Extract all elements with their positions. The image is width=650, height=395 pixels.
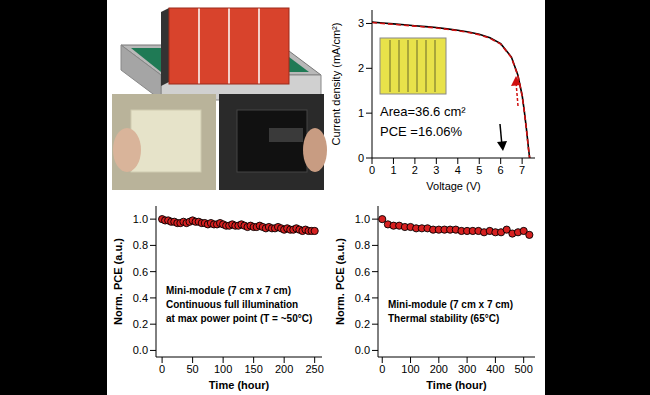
svg-text:0.2: 0.2 bbox=[355, 318, 370, 330]
svg-text:1: 1 bbox=[358, 107, 364, 119]
svg-text:200: 200 bbox=[275, 363, 293, 375]
svg-text:2: 2 bbox=[412, 164, 418, 176]
svg-text:0.6: 0.6 bbox=[355, 266, 370, 278]
svg-text:3: 3 bbox=[358, 17, 364, 29]
svg-text:300: 300 bbox=[458, 363, 476, 375]
svg-text:0.8: 0.8 bbox=[355, 239, 370, 251]
svg-text:Time (hour): Time (hour) bbox=[209, 379, 270, 391]
svg-text:100: 100 bbox=[401, 363, 419, 375]
svg-text:100: 100 bbox=[214, 363, 232, 375]
html-text:Mini-module (7 cm x 7 cm): Mini-module (7 cm x 7 cm) bbox=[166, 285, 291, 296]
svg-text:Voltage (V): Voltage (V) bbox=[426, 180, 480, 192]
svg-text:250: 250 bbox=[305, 363, 323, 375]
html-text:at max power point (T = ~50°C): at max power point (T = ~50°C) bbox=[166, 313, 313, 324]
svg-text:0.4: 0.4 bbox=[133, 292, 148, 304]
svg-text:1: 1 bbox=[390, 164, 396, 176]
svg-text:50: 50 bbox=[186, 363, 198, 375]
svg-text:3: 3 bbox=[433, 164, 439, 176]
html-text:Thermal stability (65°C): Thermal stability (65°C) bbox=[388, 313, 500, 324]
svg-text:6: 6 bbox=[498, 164, 504, 176]
svg-text:0: 0 bbox=[369, 164, 375, 176]
svg-text:5: 5 bbox=[476, 164, 482, 176]
svg-text:Time (hour): Time (hour) bbox=[426, 379, 487, 391]
svg-text:0.2: 0.2 bbox=[133, 318, 148, 330]
svg-text:Current density (mA/cm²): Current density (mA/cm²) bbox=[330, 23, 342, 146]
svg-text:200: 200 bbox=[430, 363, 448, 375]
svg-text:0: 0 bbox=[379, 363, 385, 375]
svg-text:Norm. PCE (a.u.): Norm. PCE (a.u.) bbox=[112, 238, 124, 325]
html-text:Continuous full illumination: Continuous full illumination bbox=[166, 299, 299, 310]
svg-text:1.0: 1.0 bbox=[355, 213, 370, 225]
svg-text:0: 0 bbox=[159, 363, 165, 375]
svg-text:500: 500 bbox=[515, 363, 533, 375]
html-text:Area=36.6 cm²: Area=36.6 cm² bbox=[380, 104, 466, 119]
svg-text:7: 7 bbox=[519, 164, 525, 176]
svg-text:Norm. PCE (a.u.): Norm. PCE (a.u.) bbox=[334, 238, 346, 325]
html-text:PCE =16.06%: PCE =16.06% bbox=[380, 124, 462, 139]
svg-text:0.0: 0.0 bbox=[355, 344, 370, 356]
svg-text:0.0: 0.0 bbox=[133, 344, 148, 356]
svg-text:0.8: 0.8 bbox=[133, 239, 148, 251]
svg-text:2: 2 bbox=[358, 62, 364, 74]
svg-text:4: 4 bbox=[455, 164, 461, 176]
svg-text:400: 400 bbox=[486, 363, 504, 375]
svg-text:0.4: 0.4 bbox=[355, 292, 370, 304]
html-text:Mini-module (7 cm x 7 cm): Mini-module (7 cm x 7 cm) bbox=[388, 299, 513, 310]
svg-text:150: 150 bbox=[244, 363, 262, 375]
svg-text:0: 0 bbox=[358, 152, 364, 164]
svg-text:0.6: 0.6 bbox=[133, 266, 148, 278]
svg-text:1.0: 1.0 bbox=[133, 213, 148, 225]
